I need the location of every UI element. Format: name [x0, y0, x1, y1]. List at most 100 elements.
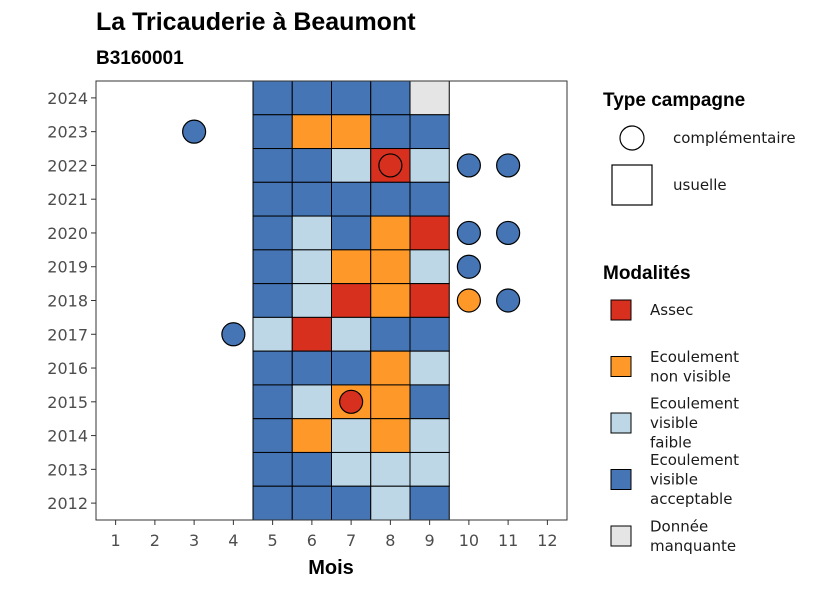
legend-label-3-2: acceptable	[650, 490, 732, 508]
x-axis-title: Mois	[308, 557, 354, 579]
tile-2017-8	[370, 316, 411, 352]
tile-2022-7	[331, 148, 372, 183]
y-tick-2020: 2020	[47, 224, 88, 243]
tile-2022-9	[409, 148, 450, 183]
chart-title: La Tricauderie à Beaumont	[96, 8, 416, 36]
y-tick-2023: 2023	[47, 123, 88, 142]
legend-label-4-1: manquante	[650, 537, 736, 555]
tile-2016-9	[409, 350, 450, 386]
x-tick-12: 12	[537, 531, 557, 550]
tile-2013-8	[370, 451, 411, 487]
tile-2020-5	[252, 215, 293, 251]
point-2018-10	[456, 288, 481, 313]
y-tick-2017: 2017	[47, 325, 88, 344]
x-tick-8: 8	[385, 531, 395, 550]
legend-type-label-1: usuelle	[673, 176, 727, 194]
point-2022-11	[496, 153, 521, 178]
tile-2017-6	[291, 316, 332, 352]
tile-2016-8	[370, 350, 411, 386]
tile-2012-9	[409, 485, 450, 521]
tile-2020-9	[409, 215, 450, 251]
tile-2020-6	[291, 215, 332, 251]
legend-label-4-0: Donnée	[650, 517, 708, 535]
tile-2015-6	[291, 384, 332, 420]
legend-label-0-0: Assec	[650, 301, 693, 319]
x-tick-9: 9	[425, 531, 435, 550]
x-tick-3: 3	[189, 531, 199, 550]
tile-2024-5	[252, 80, 293, 116]
plot-area: 1 2 3 4 5 6 7 8 9 10 11 122012201320142015201620172…	[47, 80, 568, 550]
tile-2015-9	[409, 384, 450, 420]
tile-2021-7	[331, 181, 372, 217]
legend-type-square	[611, 164, 653, 206]
tile-2014-7	[331, 418, 372, 453]
point-2020-11	[496, 220, 521, 246]
y-tick-2022: 2022	[47, 156, 88, 175]
legend-swatch-1	[610, 356, 632, 377]
tile-2013-7	[331, 451, 372, 487]
tile-2016-7	[331, 350, 372, 386]
legend-label-2-1: visible	[650, 414, 698, 432]
legend-type-label-0: complémentaire	[673, 129, 796, 147]
tile-2016-5	[252, 350, 293, 386]
y-tick-2021: 2021	[47, 190, 88, 209]
x-tick-10: 10	[459, 531, 479, 550]
tile-2020-8	[370, 215, 411, 251]
legend-swatch-2	[610, 412, 632, 434]
tile-2012-5	[252, 485, 293, 521]
tile-2019-7	[331, 249, 372, 285]
tile-2018-8	[370, 283, 411, 318]
tile-2022-6	[291, 148, 332, 183]
legend-label-1-0: Ecoulement	[650, 348, 739, 366]
y-tick-2014: 2014	[47, 427, 88, 446]
tile-2023-5	[252, 114, 293, 150]
y-tick-2019: 2019	[47, 258, 88, 277]
point-2020-10	[456, 220, 481, 246]
tile-2013-6	[291, 451, 332, 487]
tile-2012-7	[331, 485, 372, 521]
tile-2013-5	[252, 451, 293, 487]
x-tick-11: 11	[498, 531, 518, 550]
point-2015-7	[339, 389, 364, 414]
tile-2017-7	[331, 316, 372, 352]
legend-label-1-1: non visible	[650, 367, 731, 385]
tile-2019-9	[409, 249, 450, 285]
tile-2018-7	[331, 283, 372, 318]
tile-2017-9	[409, 316, 450, 352]
y-tick-2016: 2016	[47, 359, 88, 378]
point-2019-10	[456, 254, 481, 279]
tile-2024-6	[291, 80, 332, 116]
tile-2023-7	[331, 114, 372, 150]
tile-2013-9	[409, 451, 450, 487]
point-2022-8	[378, 153, 403, 178]
tile-2021-6	[291, 181, 332, 217]
tile-2022-5	[252, 148, 293, 183]
legend-swatch-4	[610, 525, 632, 547]
y-tick-2024: 2024	[47, 89, 88, 108]
x-tick-6: 6	[307, 531, 317, 550]
legend-label-2-0: Ecoulement	[650, 395, 739, 413]
y-tick-2018: 2018	[47, 292, 88, 311]
y-tick-2012: 2012	[47, 494, 88, 513]
point-2018-11	[496, 288, 521, 313]
tile-2024-7	[331, 80, 372, 116]
x-tick-7: 7	[346, 531, 356, 550]
tile-2020-7	[331, 215, 372, 251]
tile-2014-6	[291, 418, 332, 453]
tile-2014-5	[252, 418, 293, 453]
chart-subtitle: B3160001	[96, 48, 184, 69]
tile-2021-8	[370, 181, 411, 217]
y-tick-2015: 2015	[47, 393, 88, 412]
x-tick-4: 4	[228, 531, 238, 550]
y-tick-2013: 2013	[47, 460, 88, 479]
point-2023-3	[182, 119, 207, 144]
tile-2019-5	[252, 249, 293, 285]
tile-2023-8	[370, 114, 411, 150]
tile-2018-6	[291, 283, 332, 318]
legend-modalites-title: Modalités	[603, 263, 691, 284]
tile-2016-6	[291, 350, 332, 386]
legend-label-3-1: visible	[650, 471, 698, 489]
tile-2014-9	[409, 418, 450, 453]
legend-label-2-2: faible	[650, 434, 692, 452]
x-tick-5: 5	[268, 531, 278, 550]
